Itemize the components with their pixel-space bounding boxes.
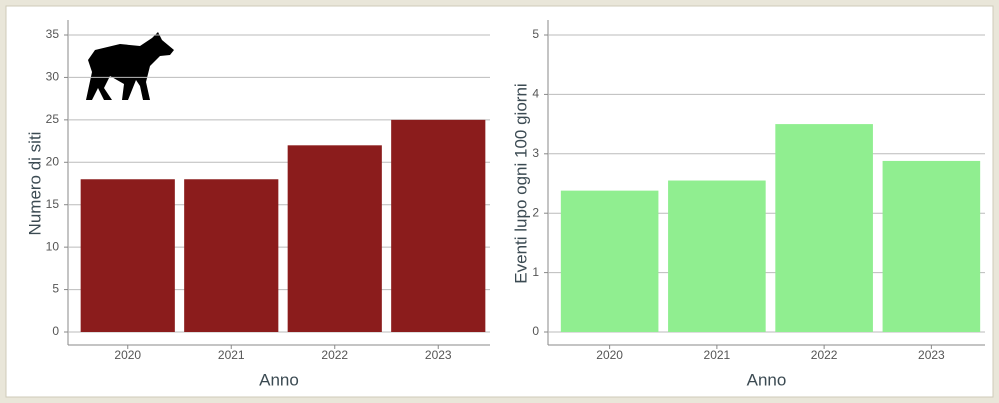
bar — [775, 124, 873, 332]
y-tick-label: 35 — [46, 27, 60, 41]
x-tick-label: 2021 — [704, 348, 731, 362]
bar — [287, 145, 382, 332]
y-tick-label: 30 — [46, 70, 60, 84]
y-tick-label: 5 — [52, 282, 59, 296]
x-tick-label: 2020 — [114, 348, 141, 362]
y-tick-label: 25 — [46, 112, 60, 126]
x-axis-title: Anno — [259, 370, 299, 389]
bar — [560, 190, 659, 332]
y-tick-label: 15 — [46, 197, 60, 211]
x-tick-label: 2022 — [321, 348, 348, 362]
y-tick-label: 1 — [532, 265, 539, 279]
x-tick-label: 2023 — [918, 348, 945, 362]
x-tick-label: 2023 — [425, 348, 452, 362]
y-tick-label: 5 — [532, 27, 539, 41]
x-tick-label: 2022 — [811, 348, 838, 362]
y-axis-title: Eventi lupo ogni 100 giorni — [511, 83, 530, 283]
bar — [882, 160, 981, 332]
y-tick-label: 0 — [52, 324, 59, 338]
bar — [80, 179, 175, 332]
y-axis-title: Numero di siti — [25, 132, 44, 236]
bar — [668, 180, 766, 332]
y-tick-label: 2 — [532, 205, 539, 219]
x-axis-title: Anno — [747, 370, 787, 389]
bar — [184, 179, 279, 332]
y-tick-label: 0 — [532, 324, 539, 338]
x-tick-label: 2020 — [596, 348, 623, 362]
wolf-icon — [86, 32, 174, 100]
x-tick-label: 2021 — [218, 348, 245, 362]
y-tick-label: 3 — [532, 146, 539, 160]
y-tick-label: 10 — [46, 239, 60, 253]
y-tick-label: 4 — [532, 87, 539, 101]
y-tick-label: 20 — [46, 154, 60, 168]
bar — [391, 119, 486, 332]
